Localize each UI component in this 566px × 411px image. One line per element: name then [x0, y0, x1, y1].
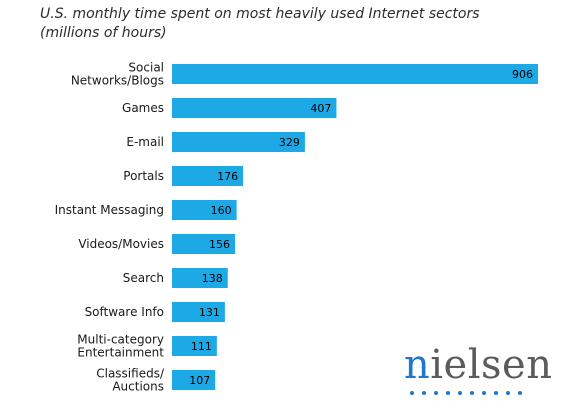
bar [172, 370, 216, 390]
category-label-line: Entertainment [77, 346, 164, 360]
category-label: Software Info [85, 305, 164, 319]
category-label: Classifieds/Auctions [96, 367, 165, 394]
nielsen-logo-accent: n [404, 342, 431, 388]
bar [172, 234, 236, 254]
category-label-line: Instant Messaging [55, 203, 164, 217]
bar [172, 166, 244, 186]
category-label-line: Auctions [112, 380, 164, 394]
category-label: Portals [123, 169, 164, 183]
category-label-line: Software Info [85, 305, 164, 319]
category-label-line: Social [128, 61, 164, 75]
bar [172, 98, 337, 118]
bar-value-label: 156 [209, 238, 230, 251]
category-label-line: E-mail [126, 135, 164, 149]
bar [172, 200, 237, 220]
bar [172, 268, 228, 288]
bar [172, 336, 217, 356]
category-label-line: Multi-category [77, 333, 164, 347]
bar-value-label: 407 [310, 102, 331, 115]
nielsen-logo-dots [410, 391, 522, 395]
category-label: Multi-category Entertainment [77, 333, 164, 360]
category-label: Instant Messaging [55, 203, 164, 217]
category-label: Games [122, 101, 164, 115]
category-label-line: Videos/Movies [78, 237, 164, 251]
nielsen-logo: nielsen [404, 345, 554, 405]
bar-value-label: 138 [202, 272, 223, 285]
category-label: Social Networks/Blogs [71, 61, 164, 88]
bar-value-label: 111 [191, 340, 212, 353]
bar-value-label: 329 [279, 136, 300, 149]
category-label: Search [123, 271, 164, 285]
nielsen-logo-rest: ielsen [430, 342, 553, 388]
value-labels-layer: 906 407 329 176 160 156 138 131 111 107 [189, 68, 533, 387]
chart-title-line-1: U.S. monthly time spent on most heavily … [40, 6, 480, 22]
bar-value-label: 176 [217, 170, 238, 183]
bar-value-label: 131 [199, 306, 220, 319]
bar [172, 302, 225, 322]
nielsen-logo-wordmark: nielsen [404, 345, 552, 385]
category-label-line: Portals [123, 169, 164, 183]
chart-title-line-2: (millions of hours) [40, 25, 167, 41]
bar [172, 132, 305, 152]
category-label-line: Classifieds/ [96, 367, 165, 381]
bar-value-label: 107 [189, 374, 210, 387]
bar [172, 64, 538, 84]
bar-value-label: 906 [512, 68, 533, 81]
chart-title: U.S. monthly time spent on most heavily … [40, 5, 560, 43]
category-labels-layer: Social Networks/Blogs Games E-mail Portals In… [55, 61, 165, 394]
category-label: E-mail [126, 135, 164, 149]
category-label-line: Games [122, 101, 164, 115]
category-label: Videos/Movies [78, 237, 164, 251]
bars-layer [172, 64, 538, 390]
category-label-line: Search [123, 271, 164, 285]
category-label-line: Networks/Blogs [71, 74, 164, 88]
bar-value-label: 160 [211, 204, 232, 217]
